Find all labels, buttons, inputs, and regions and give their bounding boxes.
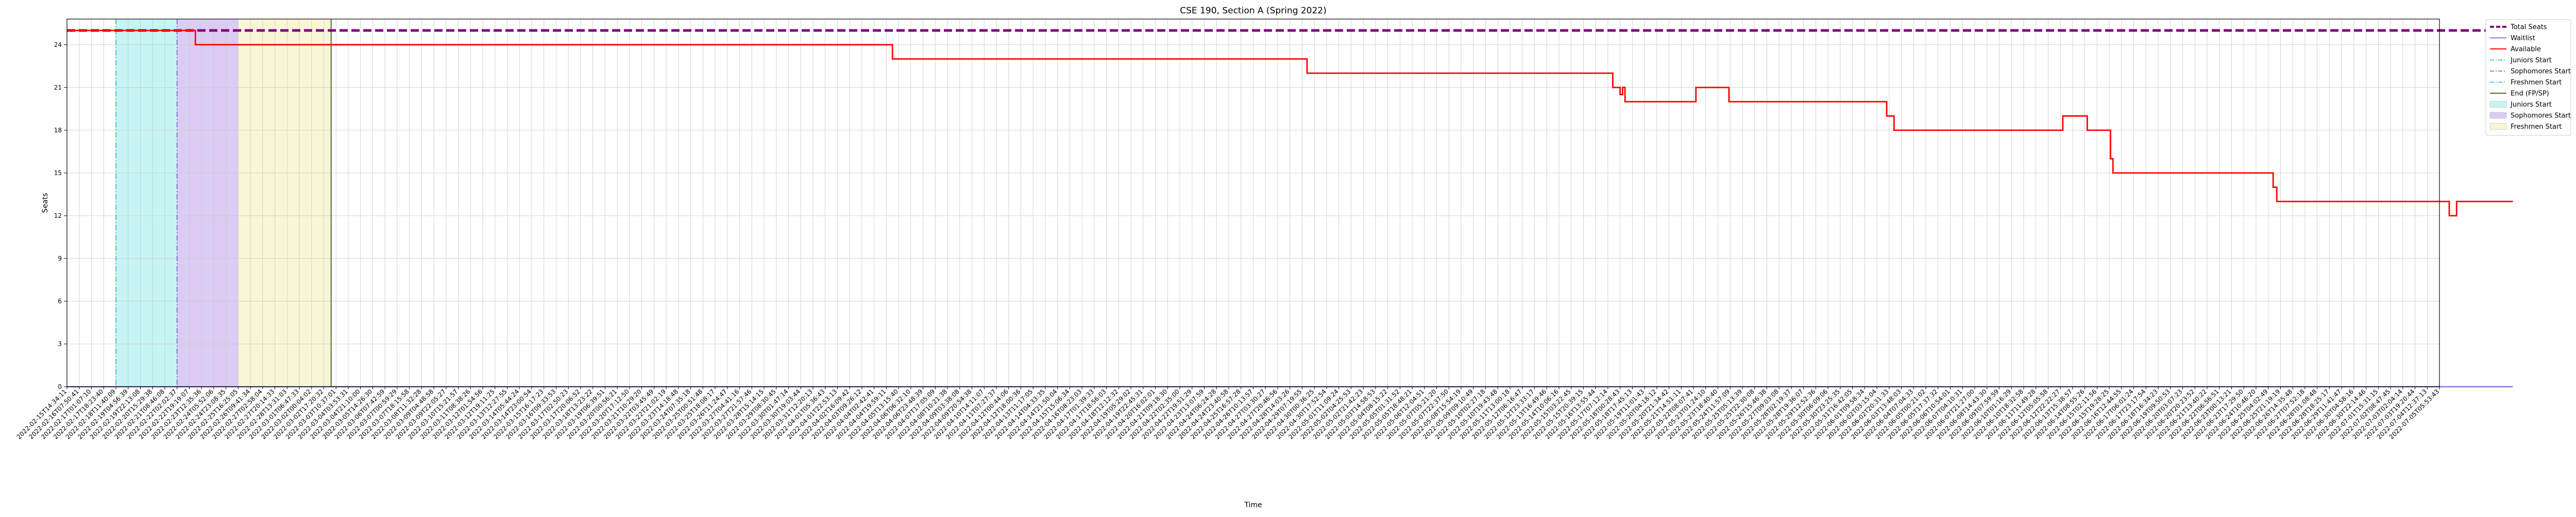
- y-tick-label: 24: [54, 41, 62, 48]
- legend-entry: Juniors Start: [2490, 57, 2552, 64]
- y-tick-label: 3: [58, 340, 62, 348]
- y-axis-ticks: 0 3 6 9 12 15 18 21 24: [54, 41, 67, 390]
- legend-swatch: [2489, 101, 2507, 108]
- legend: Total Seats Waitlist Available Juniors Star…: [2485, 19, 2571, 136]
- legend-label: Total Seats: [2510, 24, 2547, 31]
- legend-label: Available: [2511, 46, 2541, 54]
- legend-entry: Waitlist: [2490, 35, 2535, 42]
- legend-label: Juniors Start: [2510, 57, 2552, 64]
- legend-box: [2485, 19, 2571, 136]
- y-tick-label: 0: [58, 383, 62, 390]
- legend-label: Freshmen Start: [2511, 79, 2562, 87]
- legend-label: Juniors Start: [2510, 101, 2552, 109]
- legend-swatch: [2489, 123, 2507, 130]
- legend-entry: Sophomores Start: [2490, 68, 2571, 76]
- y-axis-label: Seats: [41, 193, 49, 213]
- shaded-regions: [115, 19, 331, 387]
- shaded-region-freshmen-start: [238, 19, 331, 387]
- y-tick-label: 18: [54, 127, 62, 134]
- phase-lines: [115, 19, 332, 387]
- y-tick-label: 12: [54, 212, 62, 219]
- legend-entry: Available: [2490, 46, 2541, 54]
- series-available: [67, 29, 2513, 217]
- legend-entry: Sophomores Start: [2489, 112, 2571, 120]
- legend-label: Sophomores Start: [2511, 68, 2571, 76]
- legend-entry: Freshmen Start: [2489, 123, 2562, 131]
- legend-entry: Freshmen Start: [2490, 79, 2562, 87]
- legend-entry: End (FP/SP): [2490, 90, 2549, 98]
- x-axis-label: Time: [1244, 501, 1262, 509]
- legend-entry: Total Seats: [2490, 24, 2547, 31]
- legend-label: Freshmen Start: [2511, 123, 2562, 131]
- legend-entry: Juniors Start: [2489, 101, 2552, 109]
- y-tick-label: 21: [54, 84, 62, 91]
- shaded-region-juniors-start: [115, 19, 177, 387]
- legend-label: Sophomores Start: [2511, 112, 2571, 120]
- y-tick-label: 9: [58, 255, 62, 262]
- y-tick-label: 15: [54, 169, 62, 177]
- legend-label: End (FP/SP): [2511, 90, 2549, 98]
- chart-title: CSE 190, Section A (Spring 2022): [1180, 6, 1326, 16]
- legend-swatch: [2489, 112, 2507, 119]
- y-tick-label: 6: [58, 298, 62, 305]
- shaded-region-sophomores-start: [177, 19, 239, 387]
- legend-label: Waitlist: [2511, 35, 2535, 42]
